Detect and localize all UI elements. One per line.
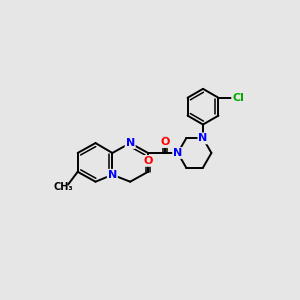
Text: N: N <box>173 148 182 158</box>
Text: N: N <box>198 134 208 143</box>
Text: N: N <box>108 170 117 180</box>
Text: N: N <box>126 138 135 148</box>
Text: CH₃: CH₃ <box>53 182 73 193</box>
Text: O: O <box>160 137 170 147</box>
Text: Cl: Cl <box>232 93 244 103</box>
Text: O: O <box>143 156 153 166</box>
